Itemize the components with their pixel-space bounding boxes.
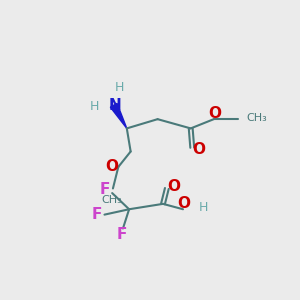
Text: O: O (192, 142, 205, 158)
Text: H: H (115, 81, 124, 94)
Text: F: F (92, 207, 102, 222)
Text: F: F (116, 227, 127, 242)
Text: F: F (99, 182, 110, 197)
Text: O: O (208, 106, 221, 121)
Text: H: H (199, 201, 208, 214)
Text: O: O (167, 178, 180, 194)
Text: CH₃: CH₃ (246, 112, 267, 123)
Polygon shape (110, 103, 127, 128)
Text: N: N (109, 98, 122, 113)
Text: H: H (90, 100, 99, 113)
Text: O: O (177, 196, 190, 211)
Text: CH₃: CH₃ (101, 195, 122, 205)
Text: O: O (106, 159, 119, 174)
